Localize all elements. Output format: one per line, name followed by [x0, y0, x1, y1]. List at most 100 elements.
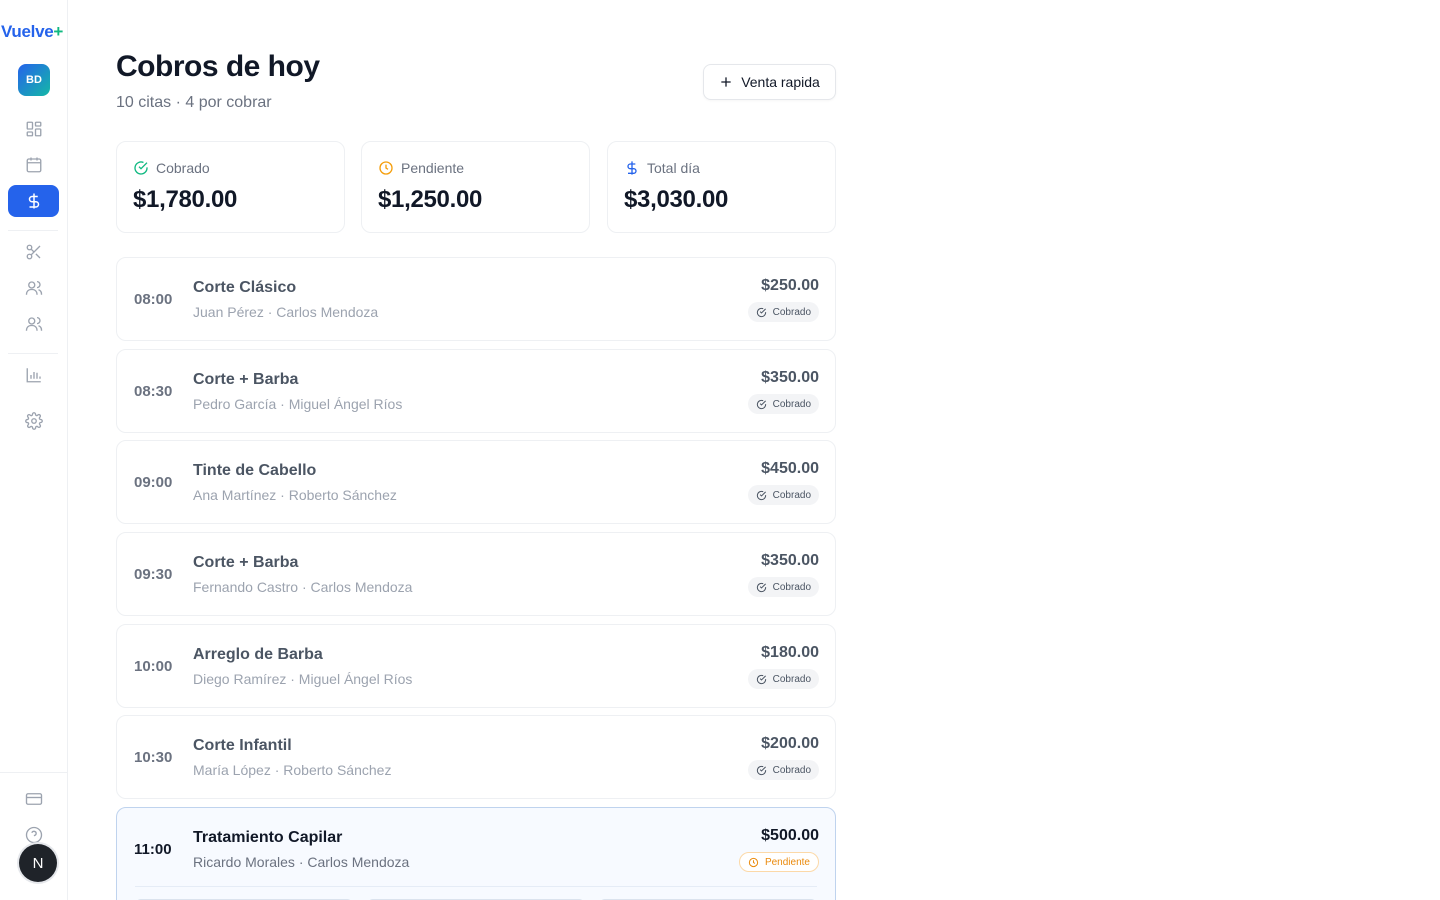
app-logo[interactable]: Vuelve+ [1, 22, 64, 41]
status-badge: Cobrado [747, 577, 819, 597]
sidebar-item-staff[interactable] [8, 308, 59, 340]
status-label: Pendiente [764, 856, 810, 868]
appointment-amount: $350.00 [761, 369, 819, 386]
check-circle-icon [756, 307, 766, 317]
dollar-icon [28, 193, 39, 209]
appointment-amount: $180.00 [761, 644, 819, 661]
help-icon [25, 826, 42, 844]
stat-label: Pendiente [401, 160, 465, 176]
status-label: Cobrado [772, 306, 811, 318]
page-title: Cobros de hoy [116, 50, 320, 83]
appointment-row[interactable]: 09:30 Corte + Barba Fernando Castro · Ca… [116, 532, 836, 616]
stat-value: $1,780.00 [133, 186, 238, 213]
scissors-icon [26, 244, 40, 260]
appointment-service: Corte Infantil [193, 737, 292, 754]
appointment-people: Fernando Castro · Carlos Mendoza [193, 579, 413, 595]
appointment-service: Arreglo de Barba [193, 646, 323, 663]
business-avatar[interactable]: BD [18, 64, 50, 96]
status-badge: Cobrado [747, 669, 819, 689]
appointment-people: Juan Pérez · Carlos Mendoza [193, 304, 379, 320]
status-label: Cobrado [772, 489, 811, 501]
appointment-amount: $350.00 [761, 552, 819, 569]
check-circle-icon [134, 161, 148, 175]
user-avatar[interactable]: N [19, 844, 57, 882]
appointment-people: María López · Roberto Sánchez [193, 762, 392, 778]
appointment-row[interactable]: 10:30 Corte Infantil María López · Rober… [116, 715, 836, 799]
sidebar-item-services[interactable] [8, 236, 59, 268]
appointment-time: 10:30 [134, 749, 173, 766]
appointment-row[interactable]: 08:00 Corte Clásico Juan Pérez · Carlos … [116, 257, 836, 341]
gear-icon [24, 412, 43, 430]
check-circle-icon [756, 765, 766, 775]
appointment-row[interactable]: 09:00 Tinte de Cabello Ana Martínez · Ro… [116, 440, 836, 524]
calendar-icon [26, 157, 41, 173]
check-circle-icon [756, 674, 766, 684]
plus-icon [721, 77, 731, 87]
appointment-row[interactable]: 08:30 Corte + Barba Pedro García · Migue… [116, 349, 836, 433]
dashboard-icon [26, 121, 41, 137]
stat-label: Total día [647, 160, 700, 176]
status-badge: Cobrado [747, 394, 819, 414]
appointment-amount: $450.00 [761, 460, 819, 477]
appointment-time: 09:30 [134, 566, 173, 583]
stat-card-collected: Cobrado $1,780.00 [116, 141, 345, 233]
appointment-people: Ricardo Morales · Carlos Mendoza [193, 854, 410, 870]
status-label: Cobrado [772, 398, 811, 410]
appointment-people: Ana Martínez · Roberto Sánchez [193, 487, 397, 503]
quick-sale-button[interactable]: Venta rapida [703, 64, 836, 100]
appointment-service: Tratamiento Capilar [193, 829, 343, 846]
stat-value: $1,250.00 [378, 186, 483, 213]
sidebar-item-help[interactable] [8, 819, 59, 851]
dollar-icon [627, 161, 637, 175]
sidebar-item-clients[interactable] [8, 272, 59, 304]
check-circle-icon [756, 582, 766, 592]
sidebar-item-billing[interactable] [8, 783, 59, 815]
status-label: Cobrado [772, 581, 811, 593]
appointment-time: 08:30 [134, 383, 173, 400]
appointment-service: Corte + Barba [193, 371, 299, 388]
stat-label: Cobrado [156, 160, 210, 176]
sidebar-item-dashboard[interactable] [8, 113, 59, 145]
sidebar-divider [8, 230, 58, 231]
sidebar-bottom-divider [0, 772, 68, 773]
stat-card-total: Total día $3,030.00 [607, 141, 836, 233]
appointment-time: 11:00 [134, 841, 172, 858]
clock-icon [748, 857, 759, 867]
appointment-service: Tinte de Cabello [193, 462, 317, 479]
appointment-amount: $250.00 [761, 277, 819, 294]
row-divider [135, 886, 817, 887]
users-icon [25, 280, 42, 295]
sidebar-item-settings[interactable] [8, 405, 59, 437]
status-label: Cobrado [772, 673, 811, 685]
clock-icon [379, 161, 393, 175]
credit-card-icon [25, 793, 42, 805]
check-circle-icon [756, 490, 766, 500]
sidebar-item-payments[interactable] [8, 185, 59, 217]
sidebar-item-reports[interactable] [8, 359, 59, 391]
status-badge: Cobrado [747, 302, 819, 322]
appointment-service: Corte Clásico [193, 279, 297, 296]
stat-card-pending: Pendiente $1,250.00 [361, 141, 590, 233]
appointment-time: 10:00 [134, 658, 173, 675]
quick-sale-label: Venta rapida [741, 74, 820, 90]
appointment-time: 08:00 [134, 291, 173, 308]
appointment-row[interactable]: 10:00 Arreglo de Barba Diego Ramírez · M… [116, 624, 836, 708]
sidebar-divider [8, 353, 58, 354]
appointment-time: 09:00 [134, 474, 173, 491]
bar-chart-icon [26, 368, 41, 383]
check-circle-icon [756, 399, 766, 409]
stat-value: $3,030.00 [624, 186, 729, 213]
status-badge: Cobrado [747, 485, 819, 505]
status-badge: Pendiente [738, 852, 819, 872]
appointment-amount: $500.00 [761, 827, 819, 844]
appointment-row-pending[interactable]: 11:00 Tratamiento Capilar Ricardo Morale… [116, 807, 836, 900]
appointment-service: Corte + Barba [193, 554, 299, 571]
sidebar-item-calendar[interactable] [8, 149, 59, 181]
status-badge: Cobrado [747, 760, 819, 780]
page-subtitle: 10 citas · 4 por cobrar [116, 94, 272, 111]
team-icon [25, 316, 42, 331]
status-label: Cobrado [772, 764, 811, 776]
appointment-people: Pedro García · Miguel Ángel Ríos [193, 396, 403, 412]
appointment-amount: $200.00 [761, 735, 819, 752]
sidebar: Vuelve+ BD N [0, 0, 68, 900]
